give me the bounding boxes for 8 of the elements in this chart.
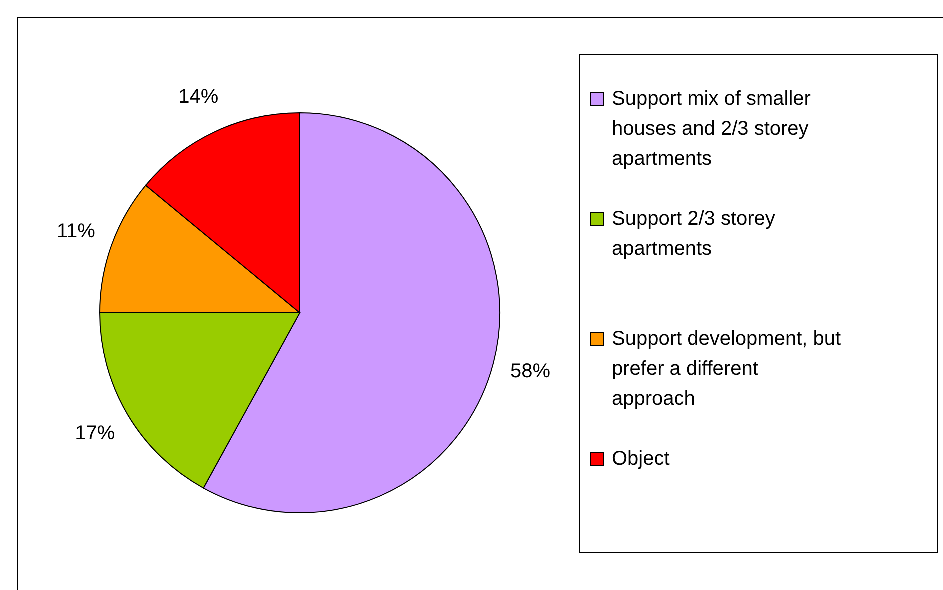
legend-label: Support 2/3 storey apartments	[612, 208, 776, 260]
data-label: 11%	[56, 220, 96, 243]
legend-label: Support development, but prefer a different approach	[612, 328, 842, 410]
data-label: 14%	[178, 86, 219, 108]
legend-label: Object	[612, 448, 670, 470]
legend-label: Support mix of smaller houses and 2/3 storey apartments	[612, 88, 812, 170]
data-label: 17%	[75, 422, 116, 444]
data-label: 58%	[510, 360, 551, 382]
